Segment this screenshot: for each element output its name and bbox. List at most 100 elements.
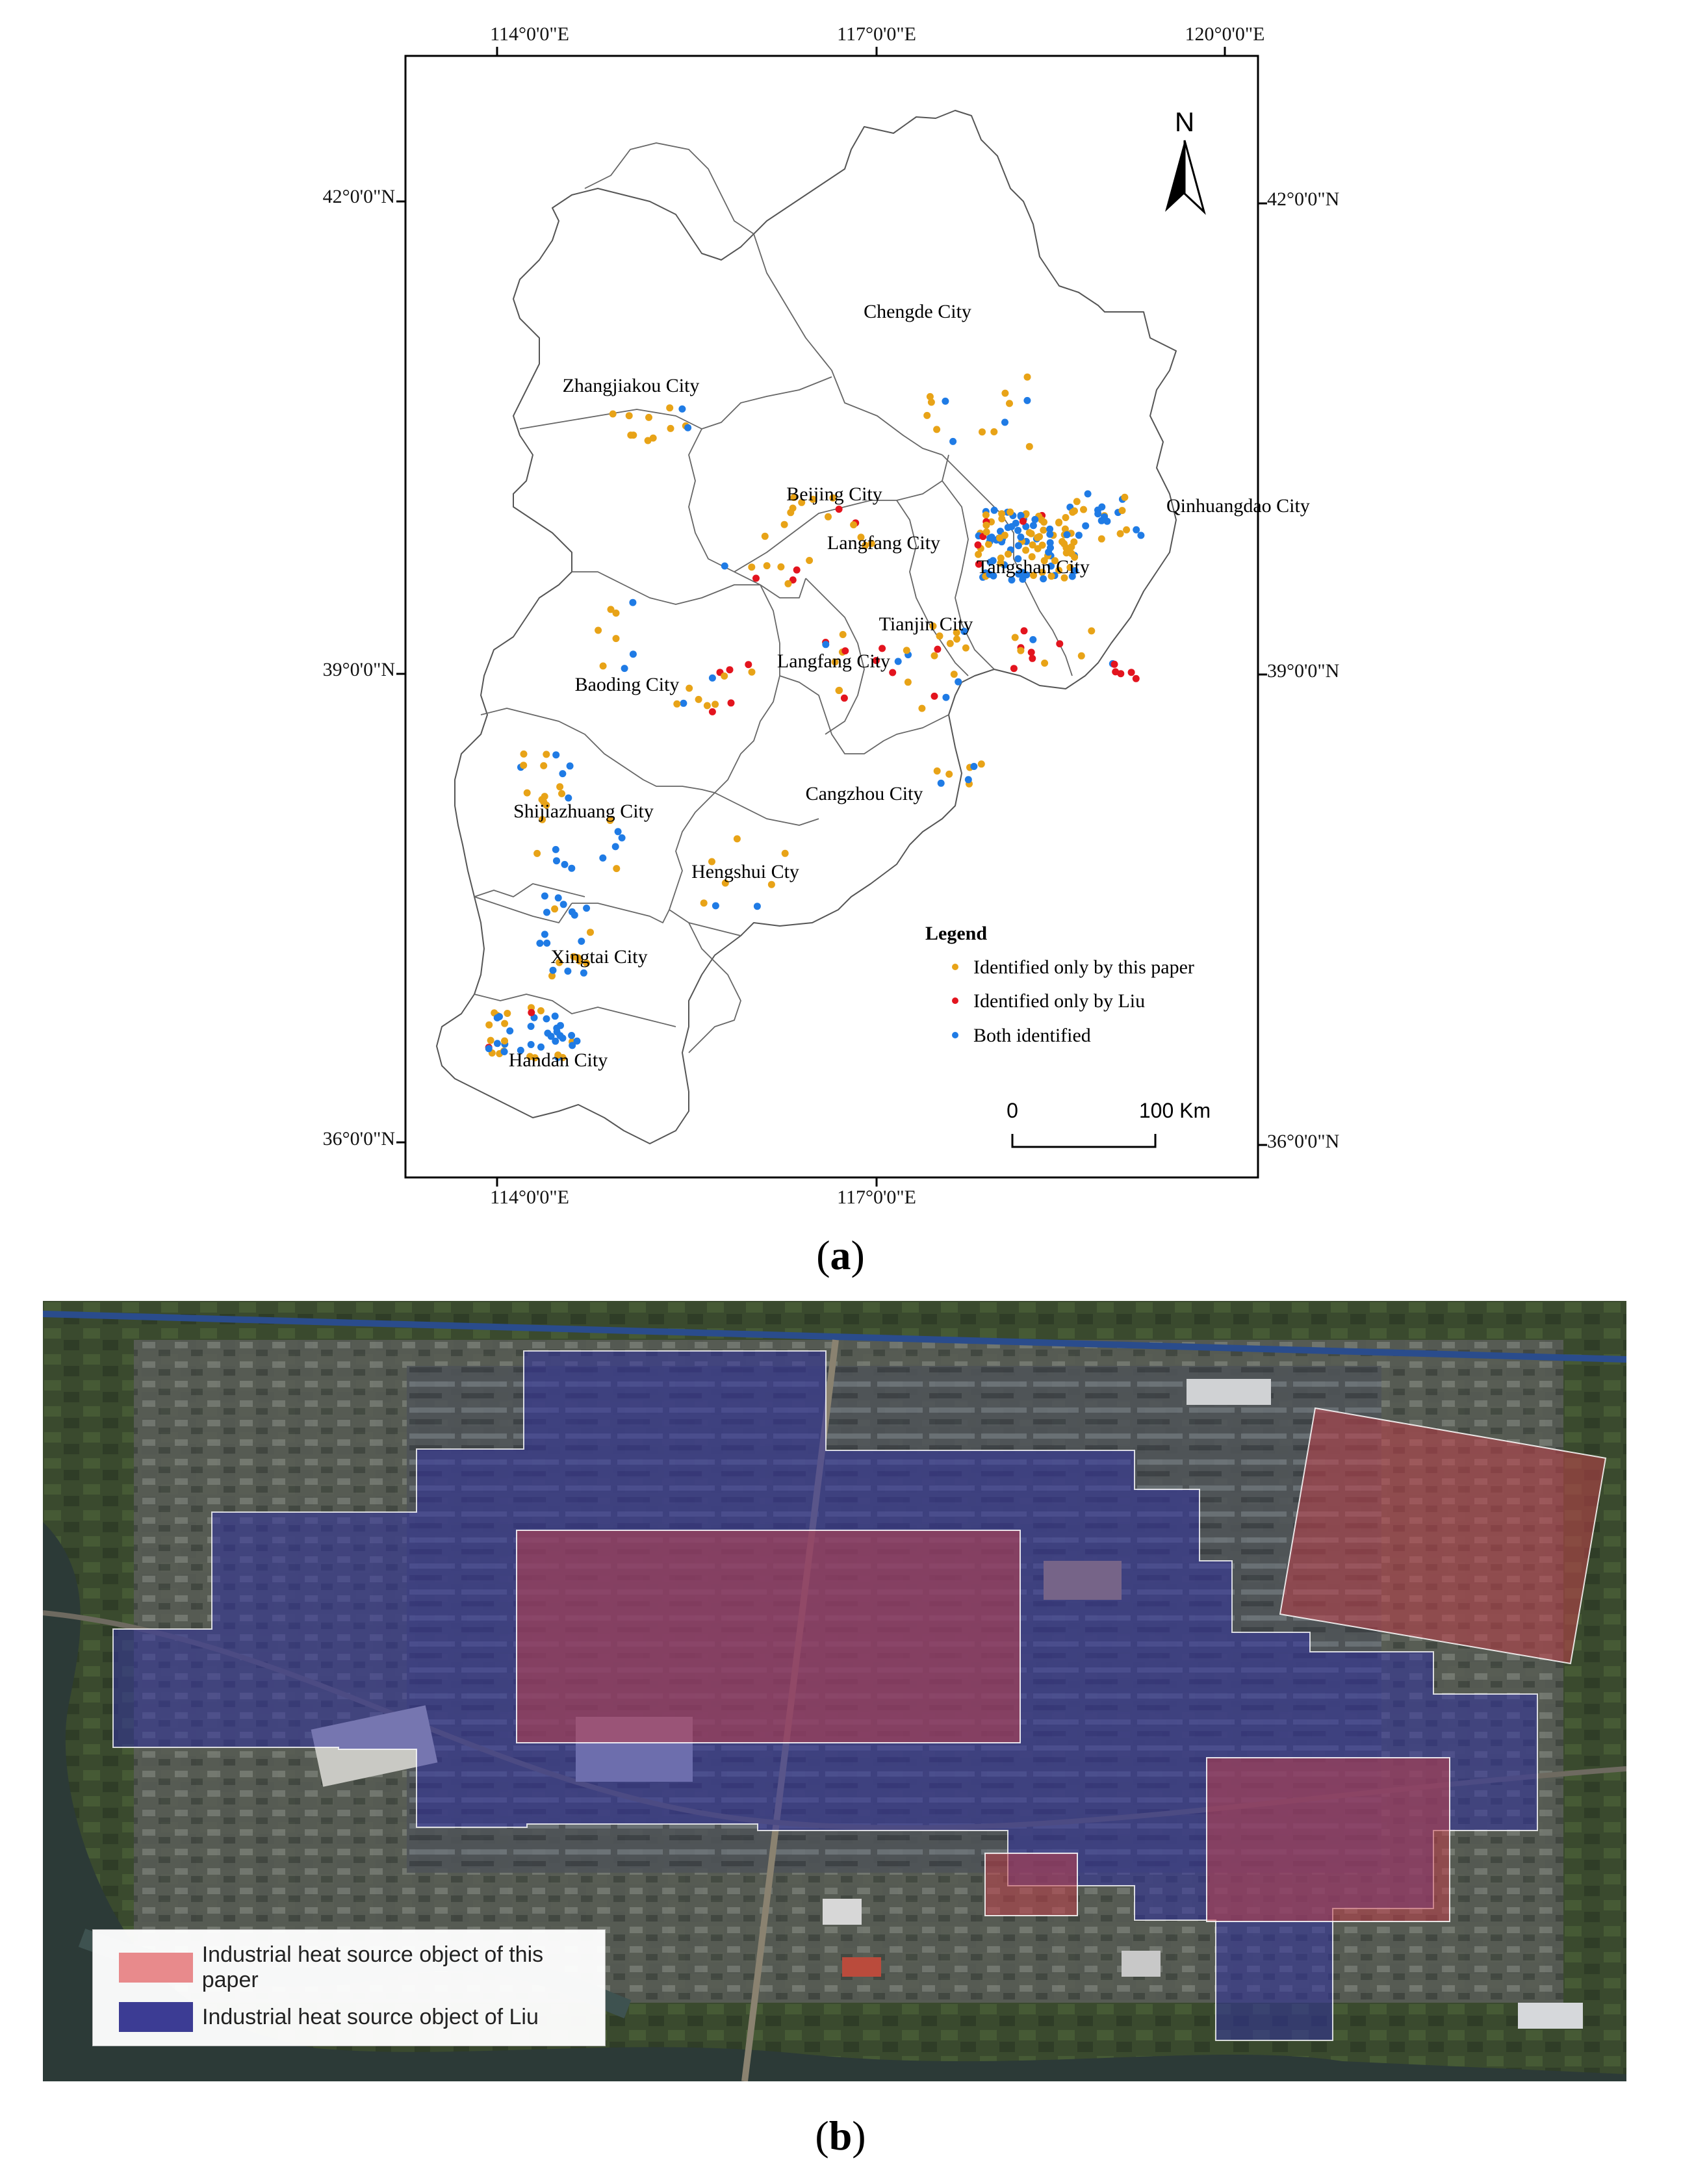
heat-source-point xyxy=(889,669,897,676)
city-label-handan: Handan City xyxy=(509,1049,608,1071)
heat-source-point xyxy=(549,966,557,974)
heat-source-point xyxy=(559,901,567,908)
heat-source-point xyxy=(923,411,931,419)
heat-source-point xyxy=(748,668,756,676)
scale-bar-end-label: 100 Km xyxy=(1139,1099,1211,1122)
heat-source-point xyxy=(1019,517,1027,525)
heat-source-point xyxy=(825,513,832,520)
heat-source-point xyxy=(556,783,564,791)
heat-source-point xyxy=(1004,524,1012,532)
heat-source-point xyxy=(1005,550,1012,558)
heat-source-point xyxy=(829,494,837,502)
lat-label-left-42: 42°0'0"N xyxy=(323,186,395,207)
heat-source-point xyxy=(1112,668,1120,676)
panel-b-legend-label-liu: Industrial heat source object of Liu xyxy=(202,2004,539,2029)
heat-source-point xyxy=(753,903,761,910)
heat-source-point xyxy=(726,666,734,674)
city-label-tangshan: Tangshan City xyxy=(977,556,1090,578)
graticule-ticks xyxy=(396,47,1267,1187)
heat-source-point xyxy=(1088,627,1096,635)
heat-source-point xyxy=(595,626,602,634)
heat-source-point xyxy=(933,426,941,433)
heat-source-point xyxy=(727,699,735,707)
heat-source-point xyxy=(809,495,817,503)
heat-source-point xyxy=(1056,640,1064,648)
heat-source-point xyxy=(645,413,652,421)
heat-source-point xyxy=(695,695,702,703)
heat-source-point xyxy=(1029,636,1037,643)
panel-b-legend: Industrial heat source object of this pa… xyxy=(92,1929,606,2046)
heat-source-point xyxy=(680,699,687,707)
heat-source-point xyxy=(570,953,578,960)
heat-source-point xyxy=(580,969,587,977)
heat-source-point xyxy=(784,580,792,587)
heat-source-point xyxy=(1019,575,1027,583)
heat-source-point xyxy=(1029,541,1036,549)
heat-source-point xyxy=(1040,575,1047,583)
city-label-cangzhou: Cangzhou City xyxy=(806,783,923,804)
heat-source-points xyxy=(485,373,1145,1062)
heat-source-point xyxy=(554,1051,562,1059)
heat-source-point xyxy=(564,968,572,975)
heat-source-point xyxy=(703,702,711,710)
heat-source-point xyxy=(982,521,990,529)
heat-source-point xyxy=(789,504,797,512)
heat-source-point xyxy=(831,658,839,666)
heat-source-point xyxy=(541,793,548,801)
heat-source-point xyxy=(573,1037,581,1045)
heat-source-point xyxy=(1132,674,1140,682)
lat-label-right-42: 42°0'0"N xyxy=(1267,188,1339,210)
heat-source-point xyxy=(822,641,830,649)
heat-source-point xyxy=(1047,572,1055,580)
heat-source-point xyxy=(1116,530,1124,537)
city-boundaries xyxy=(474,142,1073,1053)
heat-source-point xyxy=(1068,572,1076,580)
city-label-langfang-south: Langfang City xyxy=(777,650,890,672)
heat-source-point xyxy=(752,574,760,582)
heat-source-point xyxy=(1046,539,1054,546)
city-label-baoding: Baoding City xyxy=(575,674,680,695)
heat-source-point xyxy=(1118,507,1126,515)
heat-source-point xyxy=(627,431,635,439)
heat-source-point xyxy=(974,541,982,549)
city-label-qinhuangdao: Qinhuangdao City xyxy=(1166,495,1310,517)
heat-source-point xyxy=(551,905,559,913)
heat-source-point xyxy=(997,559,1005,567)
heat-source-point xyxy=(1006,400,1013,407)
legend-swatch-liu xyxy=(952,997,958,1004)
heat-source-point xyxy=(607,606,615,613)
heat-source-point xyxy=(977,760,985,768)
heat-source-point xyxy=(970,763,978,770)
heat-source-point xyxy=(556,958,563,966)
heat-source-point xyxy=(561,860,569,868)
heat-source-point xyxy=(930,652,938,660)
heat-source-point xyxy=(793,566,801,574)
heat-source-point xyxy=(1025,443,1033,450)
heat-source-point xyxy=(1071,567,1079,574)
heat-source-point xyxy=(540,762,548,769)
heat-source-point xyxy=(975,550,982,558)
heat-source-point xyxy=(990,572,997,580)
heat-source-point xyxy=(537,1043,545,1051)
heat-source-point xyxy=(1001,532,1008,539)
heat-source-point xyxy=(946,639,954,647)
heat-source-point xyxy=(1014,526,1022,534)
heat-source-point xyxy=(990,428,998,435)
heat-source-point xyxy=(611,843,619,851)
heat-source-point xyxy=(1046,525,1054,533)
heat-source-point xyxy=(686,684,693,692)
heat-source-point xyxy=(554,894,562,902)
heat-source-point xyxy=(1071,507,1078,515)
city-label-hengshui: Hengshui Cty xyxy=(691,861,799,882)
heat-source-point xyxy=(982,528,990,536)
lat-label-right-36: 36°0'0"N xyxy=(1267,1131,1339,1152)
heat-source-point xyxy=(1036,533,1044,541)
lat-label-left-39: 39°0'0"N xyxy=(323,659,395,680)
heat-source-point xyxy=(1047,562,1055,570)
heat-source-point xyxy=(790,494,798,502)
heat-source-point xyxy=(599,854,607,862)
heat-source-point xyxy=(1082,522,1090,530)
heat-source-point xyxy=(1017,533,1025,541)
heat-source-point xyxy=(551,1012,559,1020)
city-label-zhangjiakou: Zhangjiakou City xyxy=(563,375,700,396)
